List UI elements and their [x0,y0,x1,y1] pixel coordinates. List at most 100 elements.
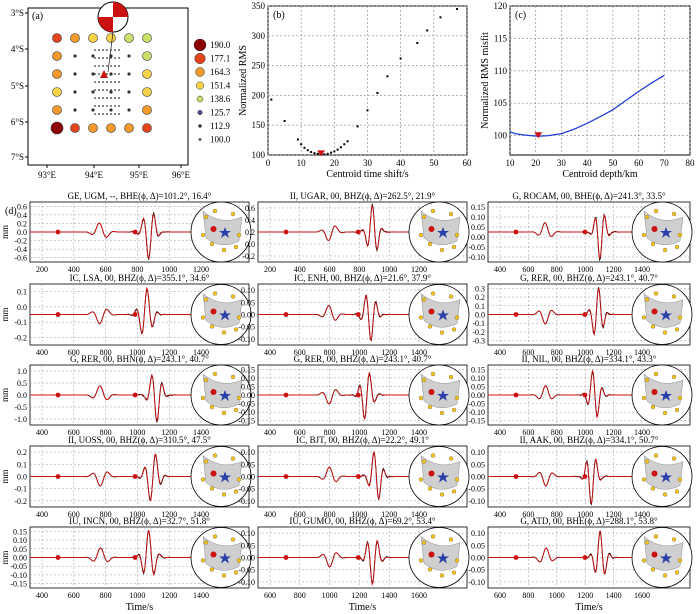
grid-node [142,69,152,79]
y-tick-label: 0.3 [475,284,485,293]
y-tick-label: 0.2 [475,293,485,302]
x-tick-label: 800 [294,591,306,600]
y-tick-label: -0.10 [468,253,485,262]
x-tick-label: 400 [264,428,276,437]
station-dot [212,371,218,377]
station-dot [421,540,427,545]
epicenter-star [660,471,672,483]
x-tick-label: 400 [494,428,506,437]
station-map-inset [631,284,693,345]
x-tick-label: 800 [324,348,336,357]
grid-node [114,81,116,83]
station-dot [650,324,656,329]
grid-node [52,87,62,97]
station-dot [650,241,656,247]
lat-tick-label: 4°S [11,44,24,54]
grid-node [142,51,152,61]
data-point [386,75,389,78]
y-tick-label: -0.15 [238,417,255,426]
station-dot [200,395,206,401]
station-dot [203,377,209,383]
y-tick-label: -0.10 [238,578,255,587]
y-tick-label: 0.10 [241,374,255,383]
x-tick-label: 600 [294,428,306,437]
data-point [296,138,299,141]
x-tick-label: 1200 [161,510,177,519]
epicenter-star [219,309,231,321]
x-tick-label: 1000 [577,428,593,437]
y-axis-label: Normalized RMS misfit [480,32,491,129]
y-tick-label: 0.10 [471,213,485,222]
y-unit-label: mm [0,388,10,402]
grid-node [94,105,96,107]
window-start-marker [513,312,519,317]
waveform-title: IC, ENH, 00, BHZ(ϕ, Δ)=21.6°, 37.9° [294,273,431,283]
grid-node [110,57,112,59]
station-dot [439,330,445,335]
y-tick-label: -0.1 [14,485,27,494]
x-tick-label: 800 [353,265,365,274]
station-dot [677,232,683,238]
grid-node [106,33,116,43]
waveform-title: G, RER, 00, BHZ(ϕ, Δ)=243.1°, 40.7° [294,354,432,364]
legend-symbol [198,124,202,128]
station-dot [200,232,206,238]
y-tick-label: 1.0 [17,367,27,376]
legend-label: 164.3 [210,67,231,77]
data-point [439,16,442,19]
x-tick-label: 800 [324,510,336,519]
grid-node [106,113,108,115]
y-tick-label: -0.05 [468,566,485,575]
x-tick-label: 1200 [161,591,177,600]
station-dot [209,404,215,410]
x-tick-label: 10 [506,158,516,168]
series-line [509,74,665,137]
station-dot [233,489,239,494]
grid-node [98,81,100,83]
grid-node [73,108,77,112]
station-dot [448,374,454,380]
window-end-marker [355,474,361,479]
grid-node [88,33,98,43]
x-tick-label: 80 [686,158,696,168]
grid-node [110,89,112,91]
panel-a-map: (a) 3°S 4°S 5°S 6°S 7°S 93°E 94°E 95°E 96°E 190.0 1… [11,1,231,180]
x-tick-label: 1200 [381,510,397,519]
data-point [300,143,303,146]
panel-c-depth-chart: 10 20 30 40 50 60 70 80 100 105 110 115 120 (c) Centro… [480,1,695,180]
x-tick-label: 600 [324,265,336,274]
legend-symbol [194,53,206,64]
y-tick-label: -0.10 [10,571,27,580]
x-tick-label: 1400 [193,348,209,357]
x-tick-label: 1200 [606,348,622,357]
station-dot [641,315,647,320]
y-tick-label: -0.3 [472,337,485,346]
grid-node [118,105,120,107]
station-dot [430,291,436,296]
data-point [346,140,349,143]
y-tick-label: 0.15 [13,527,27,536]
x-tick-label: 400 [36,428,48,437]
station-dot [427,486,433,491]
station-dot [421,459,427,464]
x-tick-label: 200 [36,265,48,274]
x-tick-label: 800 [100,510,112,519]
grid-node [142,123,152,133]
x-tick-label: 1400 [634,265,650,274]
station-dot [418,395,424,401]
data-point [339,146,342,149]
waveform-title: GE, UGM, --, BHE(ϕ, Δ)=101.2°, 16.4° [68,191,212,201]
synthetic-trace [488,369,632,419]
y-tick-label: 105 [494,98,508,108]
y-tick-label: -0.05 [10,562,27,571]
synthetic-trace [258,205,409,251]
window-start-marker [55,555,61,560]
x-axis-label: Time/s [126,602,154,613]
y-tick-label: -0.10 [468,408,485,417]
y-tick-label: 0.4 [245,216,255,225]
y-tick-label: 0.0 [17,303,27,312]
station-dot [427,404,433,410]
y-tick-label: 0.10 [471,529,485,538]
station-dot [454,232,460,238]
grid-node [102,49,104,51]
